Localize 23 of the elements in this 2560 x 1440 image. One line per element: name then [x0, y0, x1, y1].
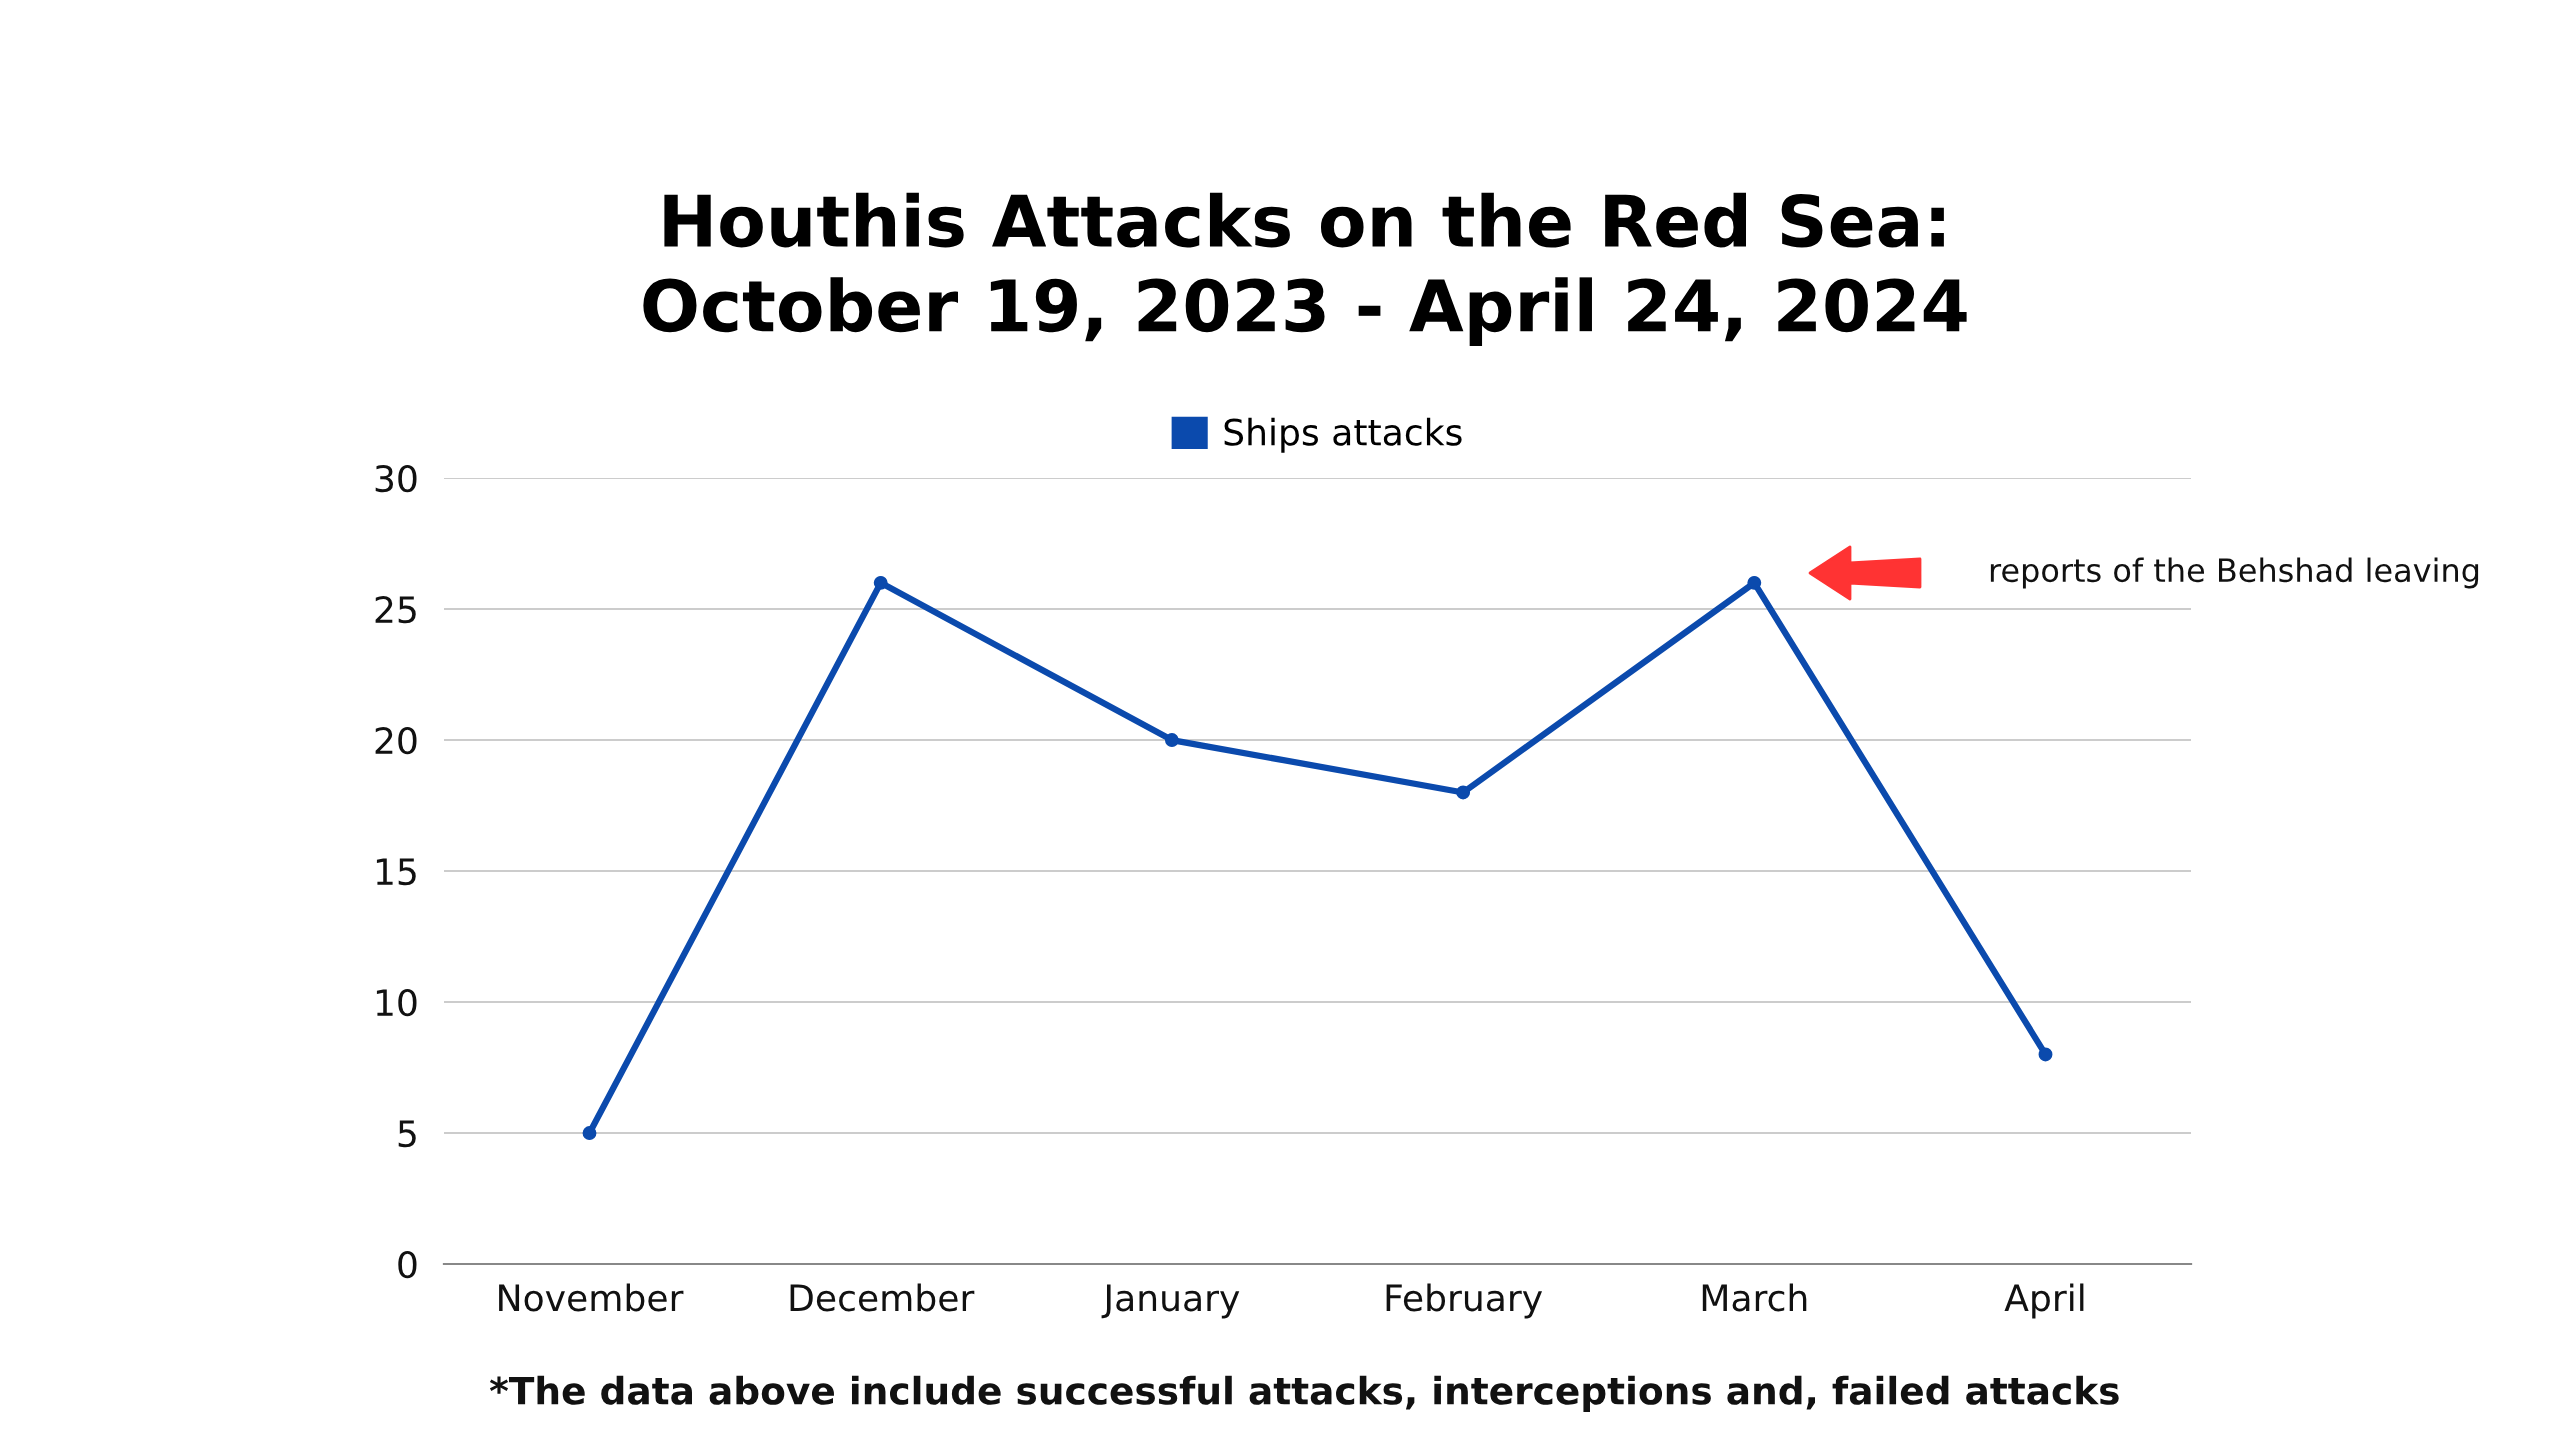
y-tick-label: 0: [398, 1250, 417, 1279]
y-tick-label: 20: [375, 726, 417, 755]
y-tick-label: 10: [376, 988, 417, 1017]
point: [2038, 1047, 2053, 1062]
point: [582, 1126, 597, 1140]
chart-title: Houthis Attacks on the Red Sea: October 19, 2023 - April 24, 2024: [643, 192, 1967, 346]
x-tick-label: April: [2004, 1283, 2084, 1319]
y-tick-label: 5: [398, 1120, 416, 1148]
x-tick-label: January: [1101, 1284, 1240, 1319]
x-tick-label: March: [1702, 1283, 1807, 1312]
x-tick-label: December: [790, 1283, 975, 1312]
point: [1747, 575, 1762, 590]
point: [1164, 733, 1179, 748]
annotation: reports of the Behshad leaving: [1990, 557, 2479, 589]
y-tick-label: 30: [375, 465, 417, 493]
text: *The data above include successful attacks, interceptions and, failed attacks: [489, 1375, 2119, 1413]
x-tick-label: February: [1386, 1283, 1543, 1319]
point: [873, 575, 888, 590]
point: [1456, 785, 1471, 800]
legend-label: Ships attacks: [1224, 417, 1462, 453]
y-tick-label: 15: [376, 858, 416, 886]
y-tick-label: 25: [375, 595, 416, 624]
x-tick-label: November: [499, 1283, 684, 1312]
